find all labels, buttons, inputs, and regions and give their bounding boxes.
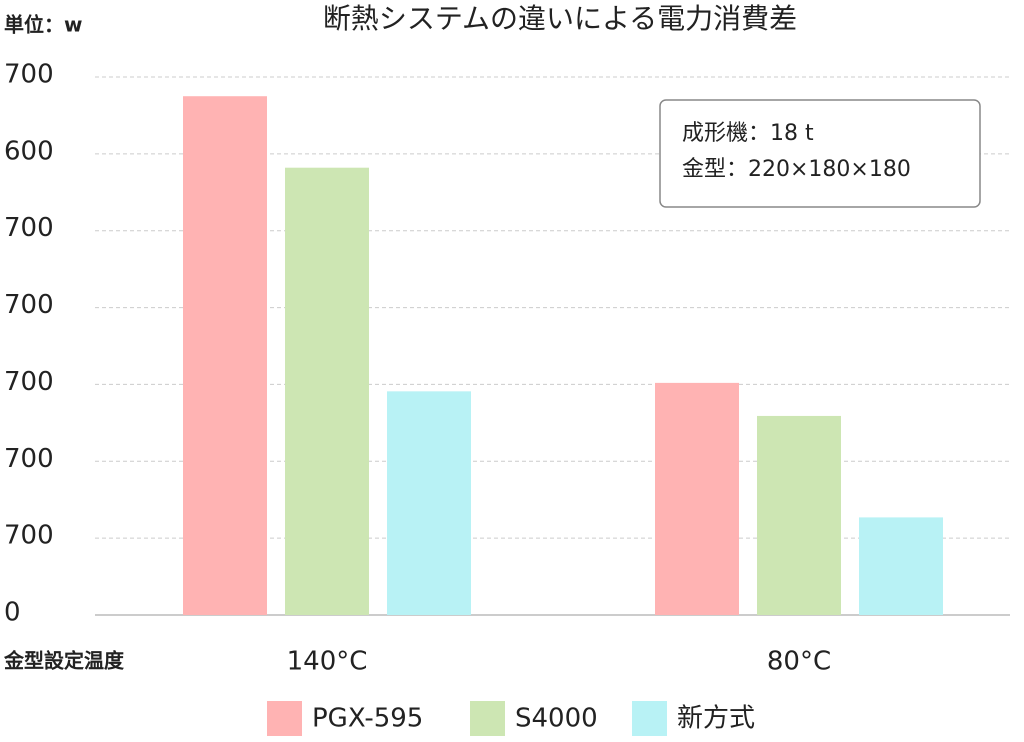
annotation-box <box>659 99 981 208</box>
x-axis-label: 金型設定温度 <box>3 649 125 673</box>
legend-swatch <box>267 701 302 736</box>
y-tick-label: 700 <box>4 60 54 90</box>
y-axis-label: 単位：w <box>4 13 82 37</box>
y-tick-label: 700 <box>4 367 54 397</box>
y-tick-label: 700 <box>4 521 54 551</box>
bar <box>859 517 943 615</box>
legend-swatch <box>470 701 505 736</box>
y-tick-label: 700 <box>4 444 54 474</box>
bar <box>183 96 267 615</box>
bar <box>387 391 471 615</box>
y-tick-label: 0 <box>4 598 21 628</box>
legend-label: 新方式 <box>677 704 755 734</box>
y-tick-label: 600 <box>4 136 54 166</box>
y-tick-label: 700 <box>4 213 54 243</box>
y-tick-label: 700 <box>4 290 54 320</box>
bar <box>285 167 369 616</box>
legend-swatch <box>632 701 667 736</box>
x-tick-label: 80°C <box>767 647 831 677</box>
bar <box>757 415 841 615</box>
legend-label: PGX-595 <box>312 704 423 734</box>
legend-label: S4000 <box>515 704 598 734</box>
annotation: 成形機：18 t <box>682 121 814 146</box>
annotation: 金型：220×180×180 <box>682 157 911 182</box>
x-tick-label: 140°C <box>287 647 368 677</box>
chart-title: 断熱システムの違いによる電力消費差 <box>323 2 797 35</box>
bar <box>655 382 739 615</box>
